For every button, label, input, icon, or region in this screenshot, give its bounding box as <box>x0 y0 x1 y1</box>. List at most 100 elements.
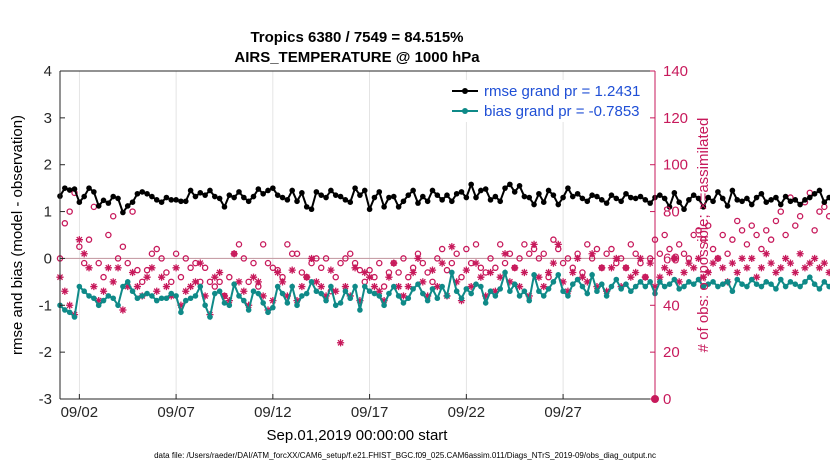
assimilated-obs-point <box>220 292 229 300</box>
assimilated-obs-point <box>482 292 490 300</box>
rmse-point <box>623 190 629 197</box>
bias-point <box>657 279 663 285</box>
bias-point <box>405 295 412 302</box>
bias-point <box>168 290 175 297</box>
rmse-point <box>768 197 774 203</box>
bias-point <box>458 295 465 302</box>
bias-point <box>134 295 141 302</box>
bias-point <box>478 283 484 290</box>
bias-point <box>255 290 262 297</box>
legend-label: rmse grand pr = 1.2431 <box>484 83 640 100</box>
possible-obs-point <box>825 213 830 220</box>
rmse-point <box>134 190 141 197</box>
bias-point <box>139 293 146 299</box>
possible-obs-point <box>66 208 73 215</box>
rmse-point <box>221 204 228 210</box>
assimilated-obs-point <box>593 282 601 291</box>
bias-point <box>347 295 354 302</box>
possible-obs-point <box>177 273 185 281</box>
bias-point <box>381 302 387 309</box>
bias-point <box>695 276 702 283</box>
rmse-point <box>62 185 68 191</box>
bias-point <box>715 283 721 290</box>
rmse-point <box>405 192 412 198</box>
assimilated-obs-point <box>544 268 553 277</box>
bias-point <box>153 297 160 304</box>
rmse-point <box>729 187 736 194</box>
bias-point <box>66 309 73 316</box>
assimilated-obs-point <box>627 273 635 281</box>
bias-point <box>724 279 731 285</box>
rmse-point <box>463 194 470 201</box>
bias-point <box>584 290 591 297</box>
bias-point <box>216 288 223 295</box>
rmse-point <box>681 206 687 213</box>
possible-obs-point <box>816 208 823 215</box>
rmse-point <box>342 197 349 203</box>
rmse-point <box>473 194 479 201</box>
bias-point <box>676 286 682 292</box>
bias-point <box>279 290 286 297</box>
bias-point <box>303 290 310 297</box>
rmse-point <box>357 192 363 198</box>
assimilated-obs-point <box>336 339 345 347</box>
bias-point <box>158 295 165 302</box>
rmse-point <box>241 194 247 201</box>
assimilated-obs-point <box>216 268 224 277</box>
rmse-point <box>332 192 339 198</box>
rmse-point <box>95 203 102 209</box>
possible-obs-point <box>158 255 165 262</box>
rmse-point <box>502 185 508 191</box>
bias-point <box>424 297 431 304</box>
rmse-point <box>724 203 731 209</box>
assimilated-obs-point <box>569 268 577 277</box>
assimilated-obs-point <box>235 278 243 286</box>
bias-point <box>594 288 600 295</box>
possible-obs-point <box>753 231 760 239</box>
possible-obs-point <box>453 250 460 257</box>
rmse-point <box>86 185 92 191</box>
possible-obs-point <box>138 278 146 286</box>
bias-point <box>231 281 237 288</box>
assimilated-obs-point <box>245 301 253 309</box>
rmse-point <box>816 187 823 194</box>
bias-point <box>337 300 344 306</box>
possible-obs-point <box>95 259 102 267</box>
rmse-point <box>603 200 610 206</box>
assimilated-obs-point <box>109 278 117 286</box>
assimilated-obs-point <box>399 292 408 300</box>
possible-obs-point <box>419 259 427 267</box>
bias-point <box>507 288 513 295</box>
rmse-point <box>395 204 402 210</box>
assimilated-obs-point <box>356 297 364 305</box>
y-tick-label-right: 60 <box>663 250 680 267</box>
bias-point <box>482 300 489 306</box>
plot-area <box>56 71 830 403</box>
assimilated-obs-point <box>752 273 761 281</box>
rmse-point <box>598 197 605 203</box>
assimilated-obs-point <box>530 240 538 248</box>
assimilated-obs-point <box>293 297 301 305</box>
rmse-point <box>449 198 455 205</box>
rmse-point <box>139 189 146 195</box>
y-tick-label: 3 <box>44 110 52 127</box>
possible-obs-point <box>211 283 219 290</box>
rmse-point <box>274 192 281 198</box>
rmse-point <box>734 197 741 203</box>
bias-point <box>821 279 828 285</box>
assimilated-obs-point <box>728 259 736 267</box>
assimilated-obs-point <box>578 273 587 281</box>
rmse-point <box>705 194 712 201</box>
bias-point <box>173 293 179 299</box>
bias-point <box>371 290 378 297</box>
rmse-point <box>753 194 760 201</box>
bias-point <box>207 314 213 320</box>
possible-obs-series <box>56 189 830 300</box>
bias-point <box>637 279 644 285</box>
bias-point <box>241 297 247 304</box>
possible-obs-point <box>811 227 818 234</box>
assimilated-obs-point <box>767 259 775 267</box>
possible-obs-point <box>700 236 707 243</box>
assimilated-obs-point <box>675 278 683 286</box>
rmse-point <box>715 189 721 195</box>
